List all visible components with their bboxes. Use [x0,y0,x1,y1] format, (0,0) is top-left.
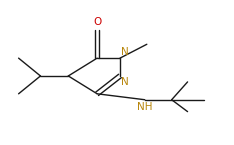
Text: O: O [93,17,101,27]
Text: NH: NH [137,102,153,112]
Text: N: N [121,47,129,57]
Text: N: N [121,77,129,87]
